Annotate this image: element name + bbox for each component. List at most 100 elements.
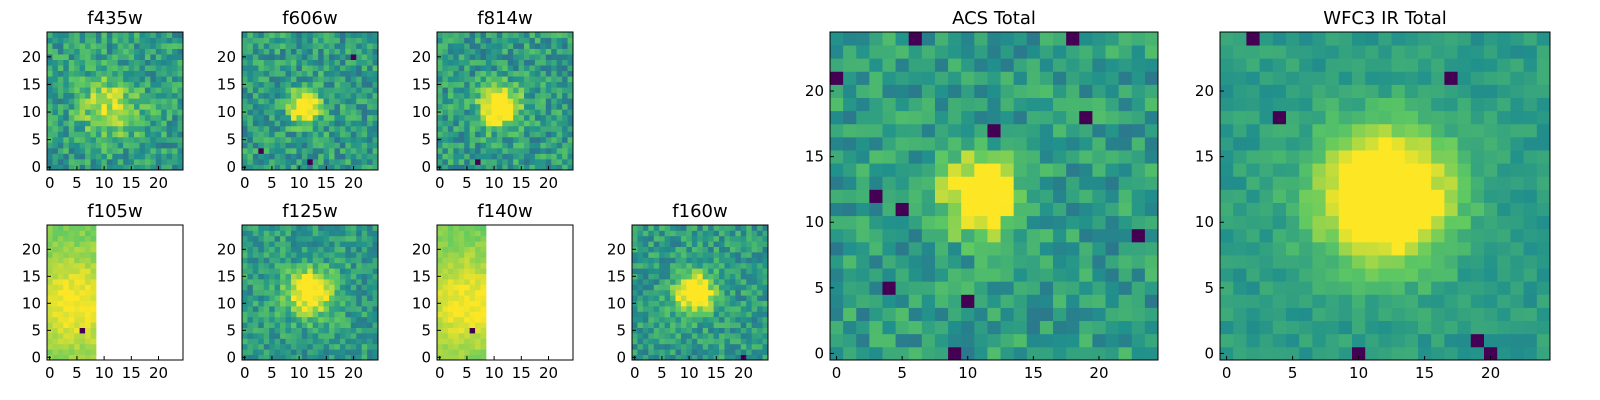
heatmap-cell bbox=[453, 354, 460, 361]
heatmap-cell bbox=[356, 252, 363, 258]
heatmap-cell bbox=[1431, 97, 1445, 112]
heatmap-cell bbox=[1497, 320, 1511, 335]
heatmap-cell bbox=[637, 284, 644, 291]
heatmap-cell bbox=[664, 354, 671, 361]
heatmap-cell bbox=[307, 125, 314, 132]
heatmap-cell bbox=[447, 343, 454, 350]
heatmap-cell bbox=[540, 87, 547, 94]
heatmap-cell bbox=[285, 268, 292, 274]
heatmap-cell bbox=[329, 125, 335, 132]
heatmap-cell bbox=[150, 164, 157, 171]
heatmap-cell bbox=[247, 109, 254, 116]
heatmap-cell bbox=[567, 92, 574, 99]
heatmap-cell bbox=[934, 45, 949, 59]
heatmap-cell bbox=[285, 81, 292, 88]
heatmap-cell bbox=[475, 120, 481, 127]
heatmap-cell bbox=[442, 153, 449, 160]
heatmap-cell bbox=[318, 333, 324, 339]
heatmap-cell bbox=[562, 65, 568, 72]
heatmap-cell bbox=[545, 158, 552, 165]
heatmap-cell bbox=[95, 131, 102, 138]
heatmap-cell bbox=[675, 306, 682, 312]
heatmap-cell bbox=[632, 257, 638, 264]
heatmap-cell bbox=[312, 306, 319, 312]
heatmap-cell bbox=[507, 65, 514, 72]
panel-title: f125w bbox=[282, 201, 337, 222]
heatmap-cell bbox=[469, 225, 476, 231]
heatmap-cell bbox=[507, 37, 514, 44]
heatmap-cell bbox=[1325, 294, 1340, 308]
heatmap-cell bbox=[948, 150, 962, 164]
heatmap-cell bbox=[57, 262, 64, 269]
heatmap-cell bbox=[301, 235, 308, 242]
heatmap-cell bbox=[843, 294, 857, 308]
heatmap-cell bbox=[856, 32, 870, 46]
heatmap-cell bbox=[177, 147, 184, 154]
heatmap-cell bbox=[85, 311, 91, 318]
heatmap-cell bbox=[453, 316, 460, 323]
heatmap-cell bbox=[301, 43, 308, 49]
heatmap-cell bbox=[697, 311, 704, 318]
heatmap-cell bbox=[247, 252, 254, 258]
heatmap-cell bbox=[1259, 58, 1274, 72]
heatmap-cell bbox=[318, 268, 324, 274]
heatmap-cell bbox=[895, 71, 910, 85]
heatmap-cell bbox=[339, 158, 346, 165]
heatmap-cell bbox=[57, 268, 64, 274]
heatmap-cell bbox=[458, 70, 465, 77]
heatmap-cell bbox=[1352, 84, 1366, 98]
heatmap-cell bbox=[128, 147, 135, 154]
heatmap-cell bbox=[729, 327, 736, 334]
heatmap-cell bbox=[735, 284, 742, 291]
heatmap-cell bbox=[1365, 176, 1379, 190]
heatmap-cell bbox=[1325, 346, 1340, 361]
heatmap-cell bbox=[345, 43, 352, 49]
heatmap-cell bbox=[101, 136, 108, 143]
heatmap-cell bbox=[361, 98, 368, 105]
heatmap-cell bbox=[68, 70, 75, 77]
heatmap-cell bbox=[101, 98, 108, 105]
heatmap-cell bbox=[339, 257, 346, 264]
heatmap-cell bbox=[323, 225, 330, 231]
heatmap-cell bbox=[57, 327, 64, 334]
heatmap-cell bbox=[1220, 228, 1234, 243]
heatmap-cell bbox=[1272, 228, 1287, 243]
heatmap-cell bbox=[372, 306, 379, 312]
heatmap-cell bbox=[680, 279, 687, 285]
heatmap-cell bbox=[74, 114, 81, 121]
heatmap-cell bbox=[334, 125, 341, 132]
heatmap-cell bbox=[1457, 123, 1472, 138]
heatmap-cell bbox=[106, 136, 113, 143]
heatmap-cell bbox=[697, 230, 704, 237]
heatmap-cell bbox=[1013, 97, 1028, 112]
heatmap-cell bbox=[85, 284, 91, 291]
heatmap-cell bbox=[74, 147, 81, 154]
y-tick-label: 0 bbox=[31, 348, 41, 366]
heatmap-cell bbox=[334, 120, 341, 127]
heatmap-cell bbox=[372, 311, 379, 318]
heatmap-cell bbox=[653, 246, 660, 253]
heatmap-cell bbox=[301, 92, 308, 99]
heatmap-cell bbox=[307, 87, 314, 94]
heatmap-cell bbox=[1338, 189, 1353, 203]
heatmap-cell bbox=[948, 45, 962, 59]
heatmap-cell bbox=[269, 225, 276, 231]
heatmap-cell bbox=[274, 54, 281, 60]
heatmap-cell bbox=[90, 316, 97, 323]
heatmap-cell bbox=[724, 354, 731, 361]
heatmap-cell bbox=[697, 279, 704, 285]
heatmap-cell bbox=[708, 230, 714, 237]
heatmap-cell bbox=[1092, 281, 1106, 295]
heatmap-cell bbox=[480, 273, 487, 280]
heatmap-cell bbox=[697, 343, 704, 350]
heatmap-cell bbox=[290, 54, 297, 60]
heatmap-cell bbox=[1510, 71, 1524, 85]
heatmap-cell bbox=[469, 333, 476, 339]
heatmap-cell bbox=[1259, 241, 1274, 256]
heatmap-cell bbox=[708, 289, 714, 296]
heatmap-cell bbox=[1510, 58, 1524, 72]
heatmap-cell bbox=[442, 54, 449, 60]
heatmap-cell bbox=[144, 153, 151, 160]
heatmap-cell bbox=[856, 255, 870, 269]
heatmap-cell bbox=[1510, 45, 1524, 59]
